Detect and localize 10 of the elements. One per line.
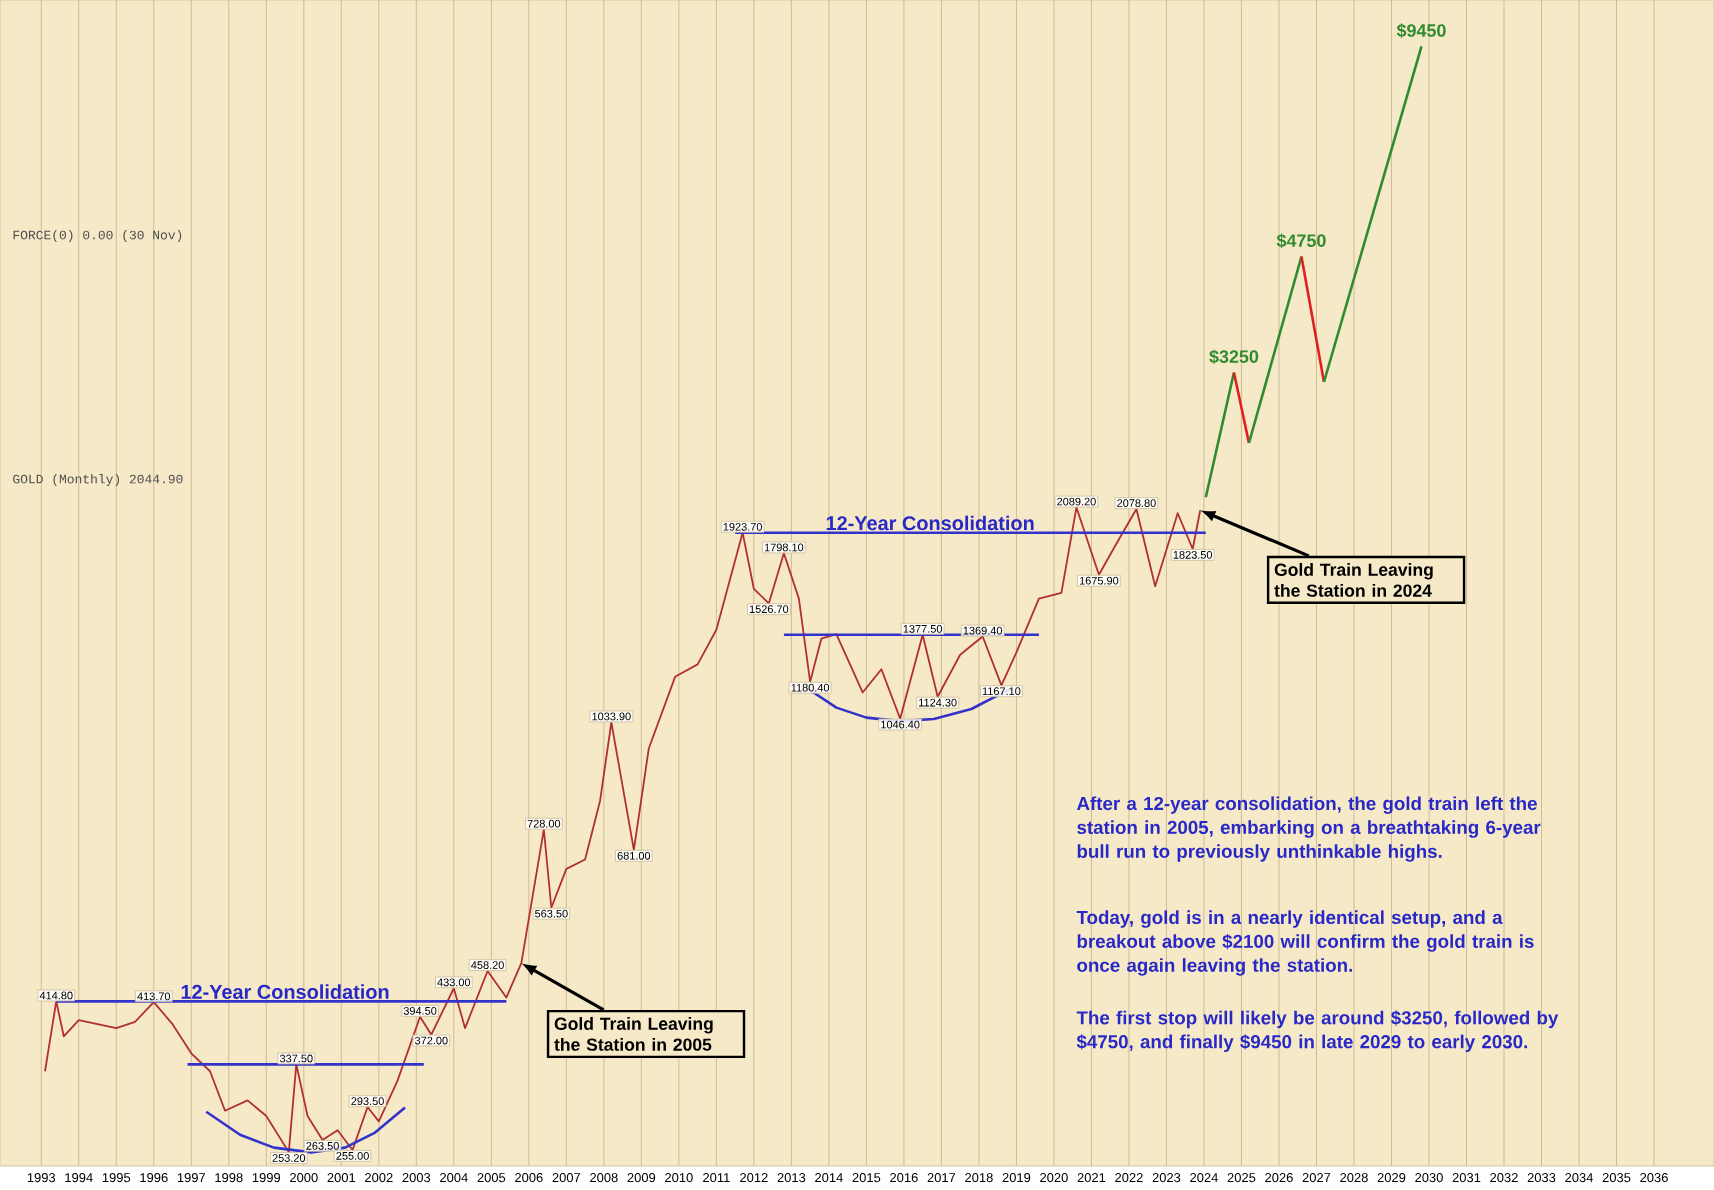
data-label: $3250 — [1209, 349, 1259, 365]
annotation: Gold Train Leaving the Station in 2024 — [1274, 563, 1433, 597]
annotation: Today, gold is in a nearly identical setup, and a breakout above $2100 will confirm the gold train is once again leaving the station. — [1076, 910, 1534, 976]
annotation: 12-Year Consolidation — [181, 984, 389, 999]
annotation: After a 12-year consolidation, the gold train left the station in 2005, embarking on a breathtaking 6-year bull run to previously unthinkable highs. — [1076, 796, 1541, 862]
data-label: $4750 — [1276, 233, 1326, 249]
data-label: $9450 — [1396, 23, 1446, 39]
annotation: Gold Train Leaving the Station in 2005 — [554, 1017, 713, 1051]
annotation: 12-Year Consolidation — [826, 515, 1034, 531]
annotation: The first stop will likely be around $3250, followed by $4750, and finally $9450 in late 2029 to early 2030. — [1076, 1010, 1559, 1053]
